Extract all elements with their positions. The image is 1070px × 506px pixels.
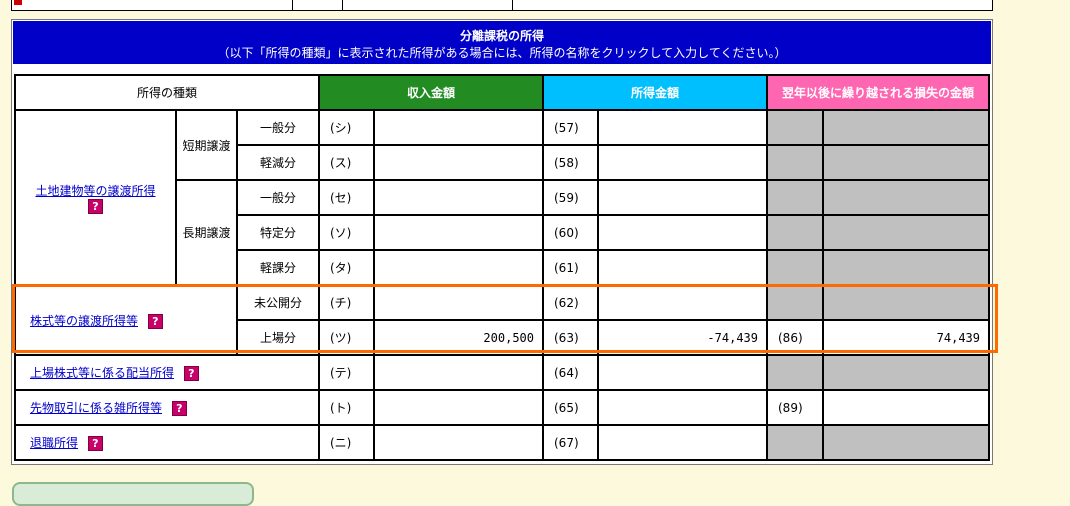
disabled-cell	[766, 354, 824, 391]
section-subtitle: （以下「所得の種類」に表示された所得がある場合には、所得の名称をクリックして入力…	[217, 46, 787, 60]
code-label: (チ)	[318, 284, 375, 321]
sub-label: 一般分	[236, 109, 320, 146]
shotoku-value	[597, 179, 768, 216]
strip-divider	[342, 0, 343, 10]
number-label: (58)	[542, 144, 599, 181]
disabled-cell	[766, 249, 824, 286]
loss-value	[822, 389, 990, 426]
income-value	[373, 424, 544, 461]
shotoku-value	[597, 284, 768, 321]
income-value	[373, 109, 544, 146]
income-table: 所得の種類 収入金額 所得金額 翌年以後に繰り越される損失の金額 土地建物等の譲…	[14, 74, 990, 461]
number-label: (61)	[542, 249, 599, 286]
income-value	[373, 249, 544, 286]
disabled-cell	[822, 179, 990, 216]
number-label: (63)	[542, 319, 599, 356]
income-value	[373, 179, 544, 216]
short-term-label: 短期譲渡	[175, 109, 238, 181]
futures-income-link[interactable]: 先物取引に係る雑所得等	[30, 401, 163, 415]
number-label: (65)	[542, 389, 599, 426]
number-label: (60)	[542, 214, 599, 251]
futures-label-cell: 先物取引に係る雑所得等 ?	[14, 389, 320, 426]
disabled-cell	[822, 109, 990, 146]
number-label: (67)	[542, 424, 599, 461]
disabled-cell	[822, 144, 990, 181]
code-label: (シ)	[318, 109, 375, 146]
help-icon[interactable]: ?	[183, 366, 199, 381]
loss-value: 74,439	[822, 319, 990, 356]
number-label: (57)	[542, 109, 599, 146]
code-label: (タ)	[318, 249, 375, 286]
sub-label: 一般分	[236, 179, 320, 216]
code-label: (セ)	[318, 179, 375, 216]
section-header: 分離課税の所得 （以下「所得の種類」に表示された所得がある場合には、所得の名称を…	[13, 21, 991, 64]
strip-divider	[292, 0, 293, 10]
help-icon[interactable]: ?	[171, 401, 187, 416]
previous-table-strip	[11, 0, 993, 11]
number-label: (59)	[542, 179, 599, 216]
bottom-button[interactable]	[12, 482, 254, 506]
stock-transfer-link[interactable]: 株式等の譲渡所得等	[30, 313, 139, 328]
disabled-cell	[822, 214, 990, 251]
income-value	[373, 144, 544, 181]
disabled-cell	[822, 354, 990, 391]
shotoku-value	[597, 109, 768, 146]
code-label: (ト)	[318, 389, 375, 426]
disabled-cell	[766, 284, 824, 321]
loss-number-label: (86)	[766, 319, 824, 356]
retirement-label-cell: 退職所得 ?	[14, 424, 320, 461]
number-label: (64)	[542, 354, 599, 391]
disabled-cell	[766, 109, 824, 146]
disabled-cell	[822, 424, 990, 461]
shotoku-value	[597, 249, 768, 286]
land-transfer-link[interactable]: 土地建物等の譲渡所得	[35, 183, 156, 198]
land-label-cell: 土地建物等の譲渡所得 ?	[14, 109, 177, 286]
disabled-cell	[766, 424, 824, 461]
disabled-cell	[822, 249, 990, 286]
dividend-income-link[interactable]: 上場株式等に係る配当所得	[30, 366, 175, 380]
income-value	[373, 214, 544, 251]
income-value: 200,500	[373, 319, 544, 356]
header-income-amount: 収入金額	[318, 74, 544, 111]
income-value	[373, 389, 544, 426]
header-income-kind: 所得の種類	[14, 74, 320, 111]
number-label: (62)	[542, 284, 599, 321]
code-label: (ツ)	[318, 319, 375, 356]
loss-number-label: (89)	[766, 389, 824, 426]
header-shotoku-amount: 所得金額	[542, 74, 768, 111]
income-value	[373, 284, 544, 321]
shotoku-value	[597, 214, 768, 251]
sub-label: 軽減分	[236, 144, 320, 181]
sub-label: 軽課分	[236, 249, 320, 286]
disabled-cell	[766, 214, 824, 251]
stock-label-cell: 株式等の譲渡所得等 ?	[14, 284, 238, 356]
shotoku-value	[597, 144, 768, 181]
shotoku-value: -74,439	[597, 319, 768, 356]
help-icon[interactable]: ?	[88, 198, 103, 214]
code-label: (ソ)	[318, 214, 375, 251]
sub-label: 未公開分	[236, 284, 320, 321]
help-icon[interactable]: ?	[87, 436, 103, 451]
code-label: (ス)	[318, 144, 375, 181]
sub-label: 特定分	[236, 214, 320, 251]
shotoku-value	[597, 389, 768, 426]
long-term-label: 長期譲渡	[175, 179, 238, 286]
income-value	[373, 354, 544, 391]
retirement-income-link[interactable]: 退職所得	[30, 436, 79, 450]
shotoku-value	[597, 424, 768, 461]
header-carryforward-loss: 翌年以後に繰り越される損失の金額	[766, 74, 990, 111]
disabled-cell	[822, 284, 990, 321]
shotoku-value	[597, 354, 768, 391]
disabled-cell	[766, 144, 824, 181]
code-label: (ニ)	[318, 424, 375, 461]
red-marker	[14, 0, 22, 5]
code-label: (テ)	[318, 354, 375, 391]
disabled-cell	[766, 179, 824, 216]
strip-divider	[512, 0, 513, 10]
dividend-label-cell: 上場株式等に係る配当所得 ?	[14, 354, 320, 391]
section-title: 分離課税の所得	[459, 29, 544, 43]
sub-label: 上場分	[236, 319, 320, 356]
help-icon[interactable]: ?	[147, 313, 163, 329]
